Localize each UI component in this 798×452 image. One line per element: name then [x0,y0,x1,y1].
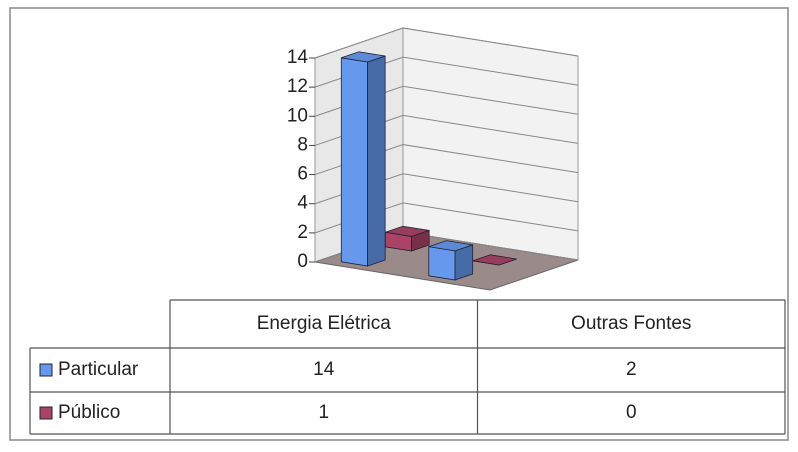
bar [340,51,386,267]
bar-top [428,240,473,252]
bar-top [472,254,517,266]
y-tick-label: 0 [297,251,308,272]
y-tick-label: 12 [287,76,308,97]
bar-top [385,225,430,237]
table-value: 0 [626,402,637,423]
bar [428,240,474,281]
table-value: 2 [626,359,637,380]
bar [472,254,517,266]
legend-swatch [39,363,53,377]
grid-line [314,27,579,59]
y-tick-label: 6 [297,164,308,185]
y-tick-label: 10 [287,105,308,126]
bar-side [367,55,386,267]
legend-swatch [39,406,53,420]
table-value: 14 [313,359,335,380]
y-tick-label: 2 [297,222,308,243]
legend-label: Público [58,402,120,423]
back-wall [402,27,579,261]
y-tick-label: 4 [297,193,308,214]
column-header: Energia Elétrica [257,313,392,334]
column-header: Outras Fontes [571,313,691,334]
y-tick-label: 14 [287,47,309,68]
bar-front [340,57,368,267]
bar [384,225,430,252]
bar-top [341,51,386,63]
y-tick-label: 8 [297,134,308,155]
bar-front [428,246,456,281]
legend-label: Particular [58,359,139,380]
table-value: 1 [318,402,329,423]
